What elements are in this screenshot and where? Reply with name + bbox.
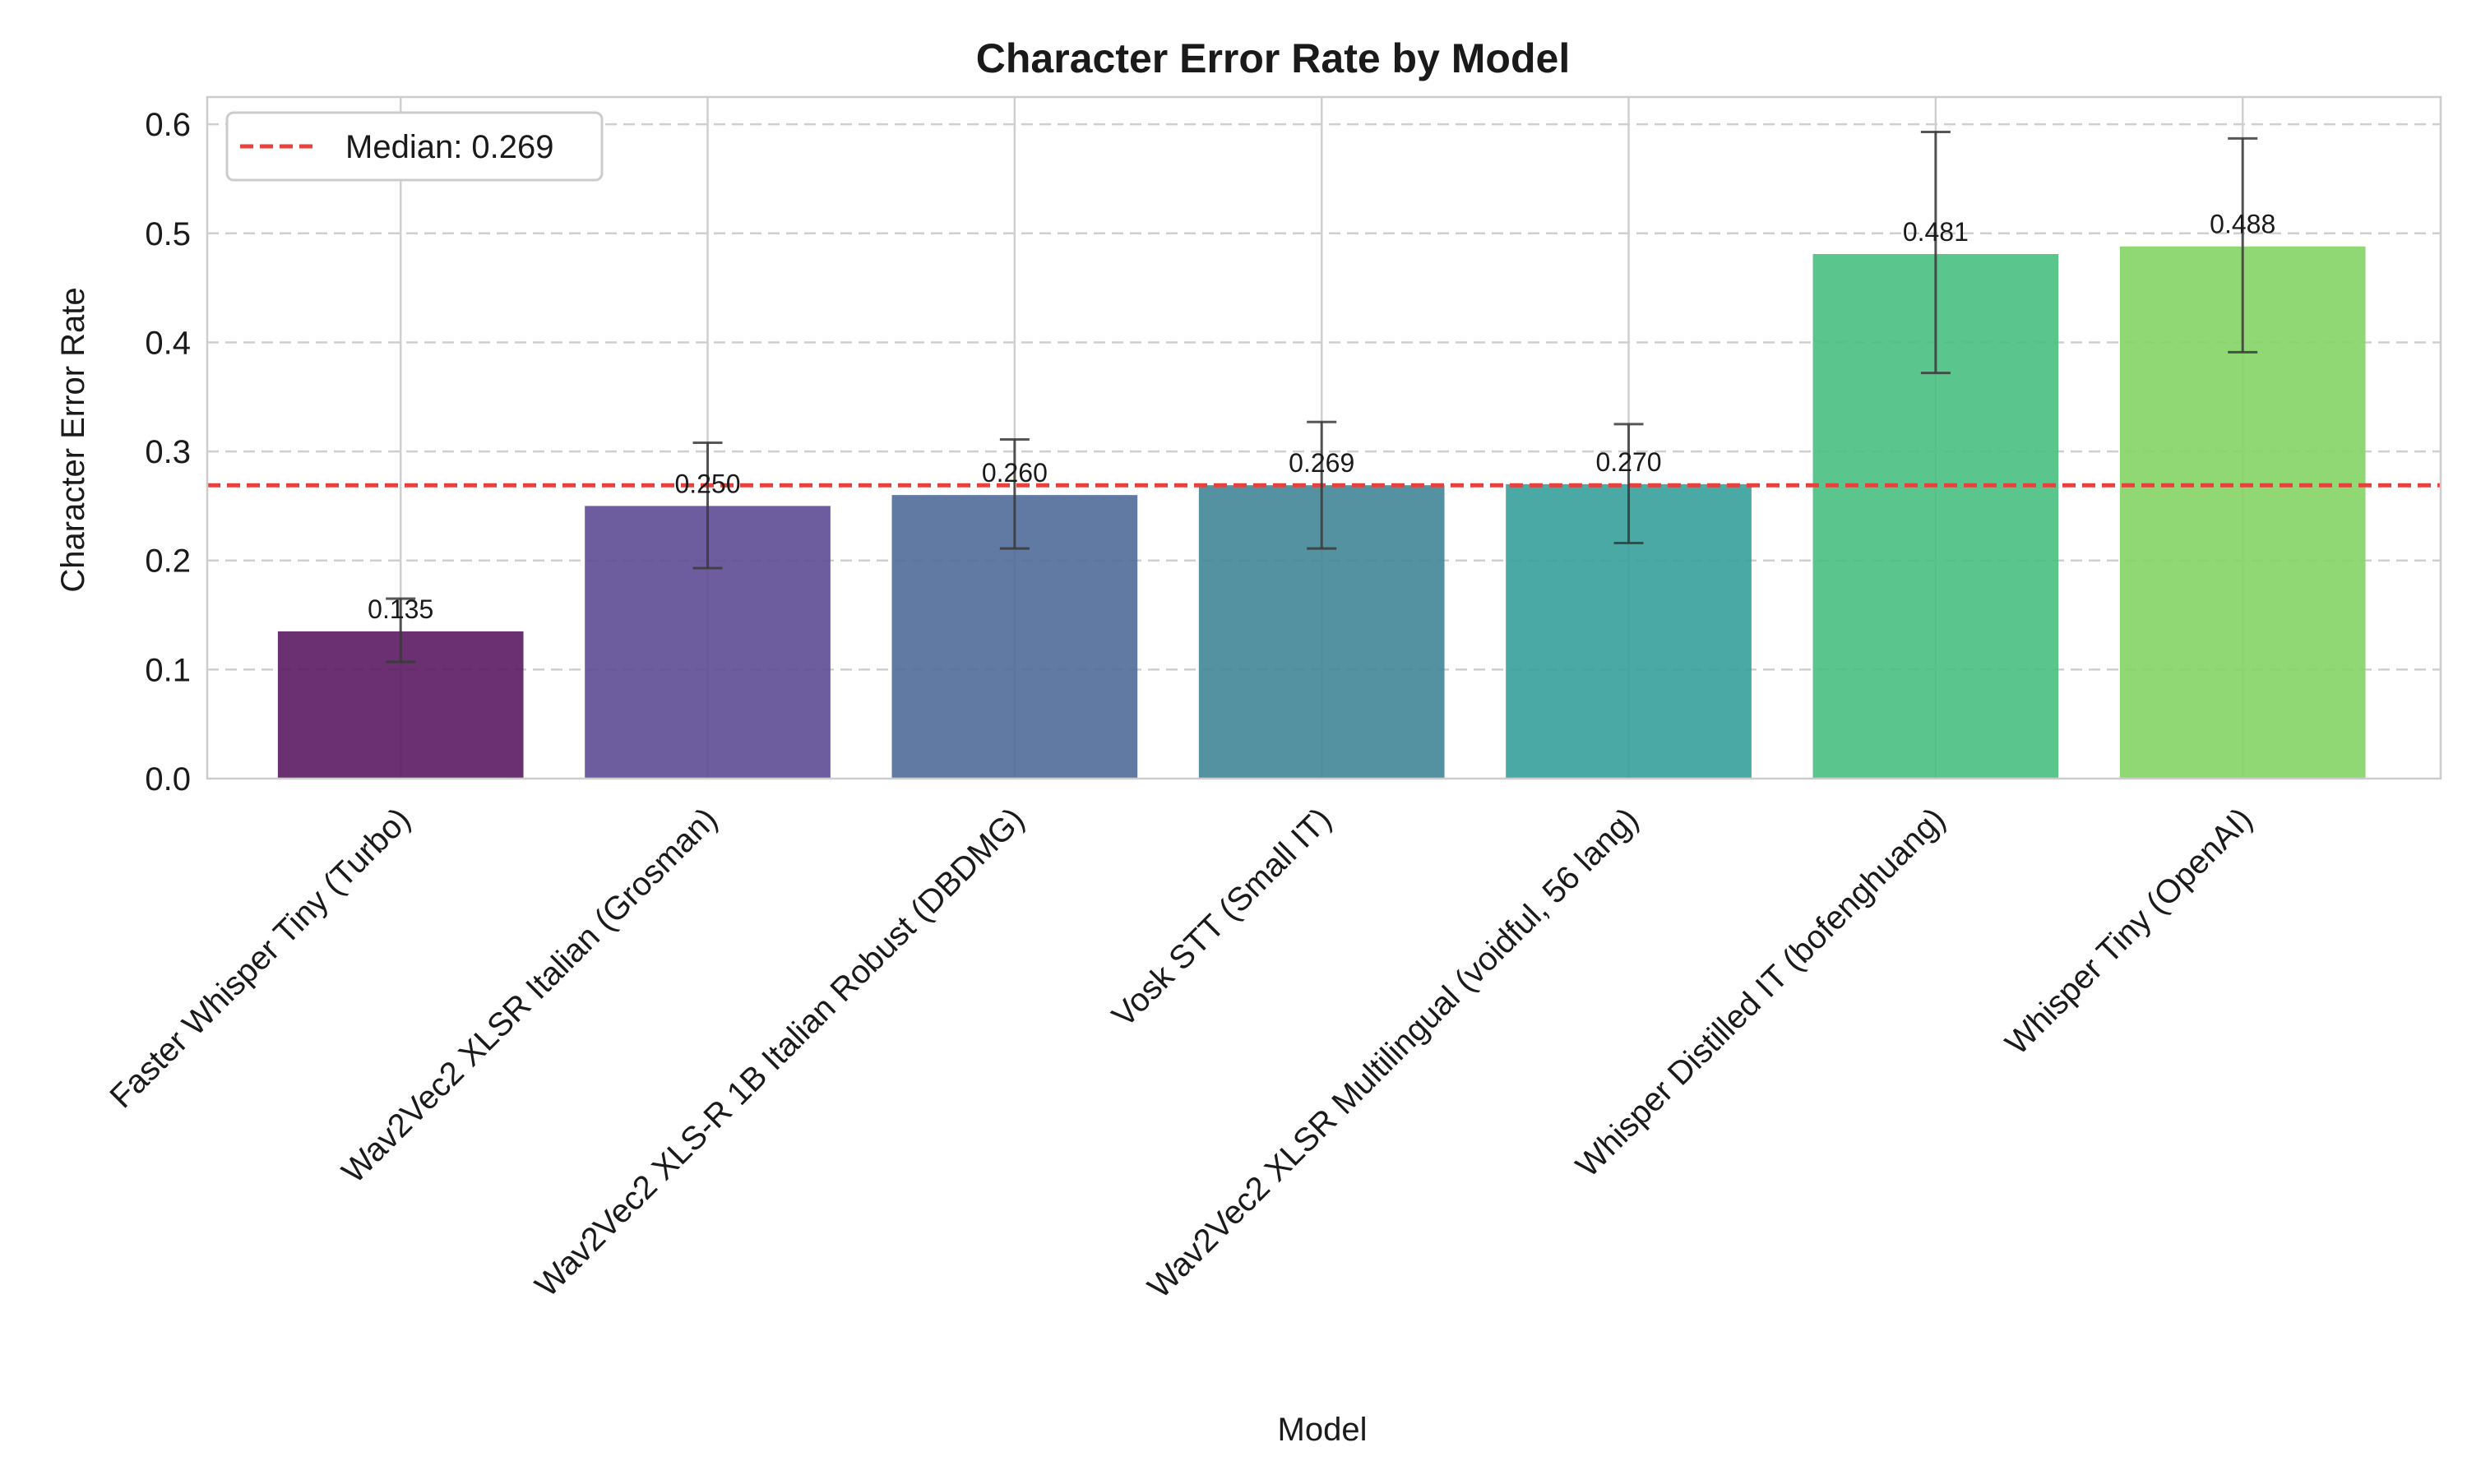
error-bar: [1920, 130, 1951, 375]
y-tick-label: 0.4: [145, 325, 191, 361]
chart-title: Character Error Rate by Model: [976, 35, 1570, 81]
bars-layer: [277, 246, 2366, 779]
bar-value-label: 0.269: [1289, 448, 1354, 478]
x-axis-label: Model: [1278, 1412, 1368, 1448]
legend-median-label: Median: 0.269: [345, 129, 554, 165]
plot-frame: [206, 95, 2442, 780]
y-tick-label: 0.5: [145, 216, 191, 252]
bar-value-label: 0.270: [1595, 447, 1661, 477]
y-tick-label: 0.6: [145, 107, 191, 143]
error-bar: [1613, 423, 1644, 544]
value-label-layer: 0.135 0.250 0.260 0.269 0.270 0.481 0.488: [368, 210, 2275, 624]
error-bar: [692, 441, 723, 570]
bar-value-label: 0.250: [674, 469, 740, 498]
error-bar: [2228, 136, 2258, 354]
bar-value-label: 0.488: [2210, 210, 2275, 239]
legend-box: [225, 111, 604, 182]
error-bar: [999, 437, 1030, 550]
error-bar: [1307, 420, 1337, 550]
y-axis-label: Character Error Rate: [55, 287, 91, 592]
y-tick-label: 0.2: [145, 543, 191, 580]
errorbar-layer: [386, 130, 2258, 663]
y-tick-label: 0.1: [145, 652, 191, 688]
bar-value-label: 0.260: [982, 458, 1048, 488]
y-tick-label: 0.3: [145, 434, 191, 470]
legend: Median: 0.269: [225, 111, 604, 182]
error-bar: [386, 597, 416, 663]
bar-value-label: 0.135: [368, 594, 433, 624]
bar-value-label: 0.481: [1903, 217, 1969, 247]
y-tick-label: 0.0: [145, 761, 191, 797]
